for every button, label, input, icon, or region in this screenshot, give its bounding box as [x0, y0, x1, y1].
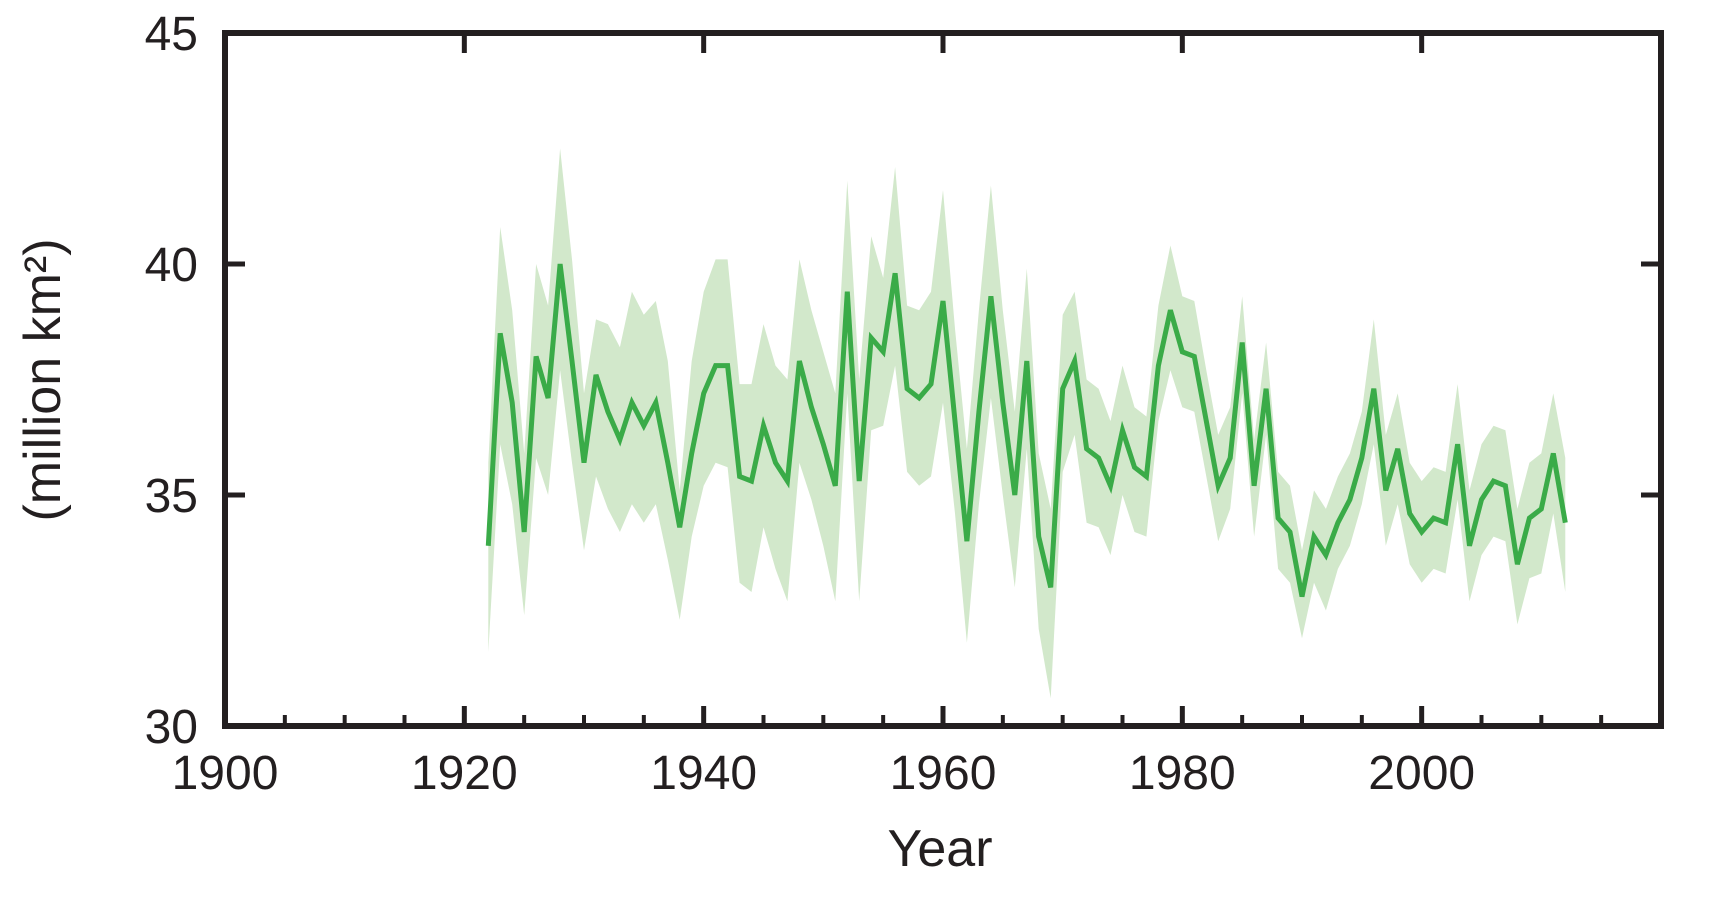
- x-tick-label-2000: 2000: [1368, 747, 1475, 800]
- x-tick-label-1980: 1980: [1129, 747, 1236, 800]
- uncertainty-band: [488, 148, 1566, 699]
- x-axis-tick-labels: 1900 1920 1940 1960 1980 2000: [172, 747, 1475, 800]
- x-tick-label-1920: 1920: [411, 747, 518, 800]
- y-tick-label-45: 45: [145, 8, 198, 61]
- y-axis-tick-labels: 30 35 40 45: [145, 8, 198, 754]
- plot-border: [222, 30, 1664, 729]
- x-tick-label-1960: 1960: [890, 747, 997, 800]
- y-tick-label-30: 30: [145, 701, 198, 754]
- y-tick-label-35: 35: [145, 470, 198, 523]
- x-tick-label-1940: 1940: [650, 747, 757, 800]
- snow-extent-line: [485, 263, 1568, 598]
- y-tick-label-40: 40: [145, 239, 198, 292]
- x-axis-title: Year: [887, 820, 992, 878]
- y-axis-title: (million km²): [14, 238, 72, 521]
- x-tick-label-1900: 1900: [172, 747, 279, 800]
